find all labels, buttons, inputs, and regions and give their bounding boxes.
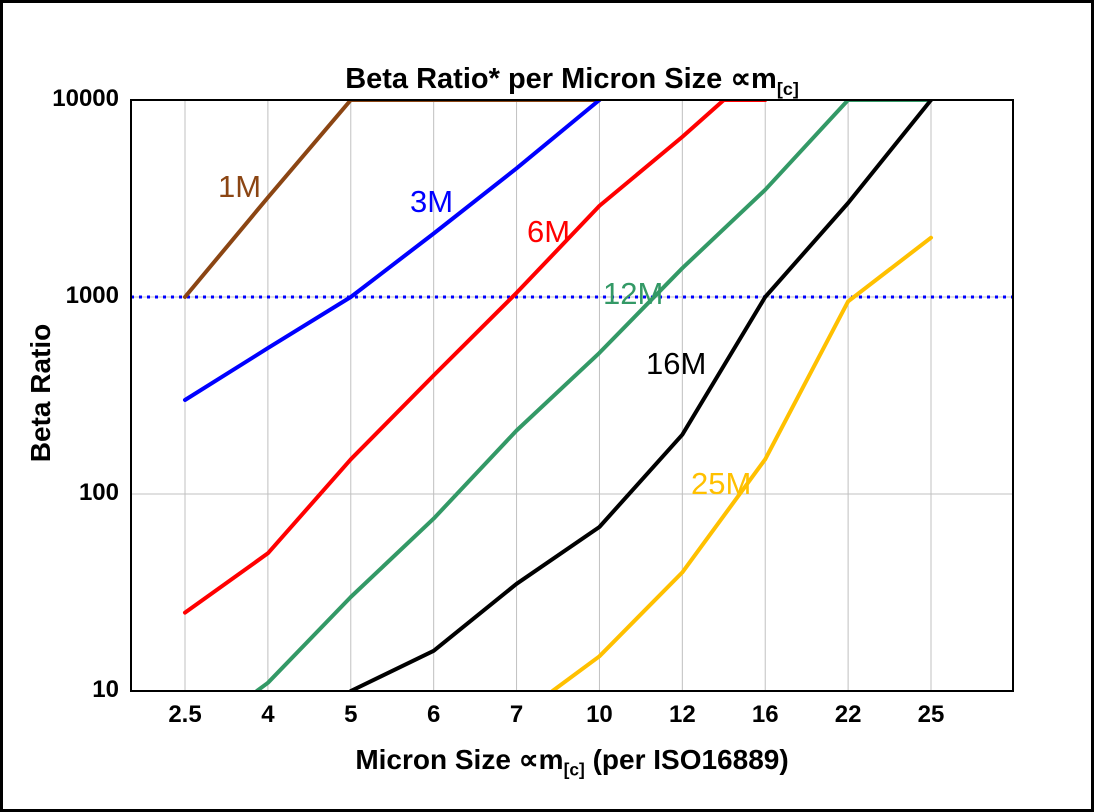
x-tick-label-25: 25 (917, 701, 945, 728)
series-line-6M (183, 100, 768, 615)
series-line-25M (550, 235, 933, 691)
y-tick-label-1000: 1000 (65, 282, 119, 309)
chart-title-subscript: [c] (776, 78, 799, 99)
x-tick-label-6: 6 (426, 701, 441, 728)
series-line-16M (348, 100, 933, 691)
x-tick-label-7: 7 (509, 701, 524, 728)
series-line-3M (183, 100, 602, 402)
chart-title-text: Beta Ratio* per Micron Size ∝m (345, 63, 777, 95)
y-tick-label-10000: 10000 (52, 85, 119, 112)
series-label-12M: 12M (603, 276, 664, 311)
x-tick-label-4: 4 (261, 701, 275, 728)
series-line-1M (183, 100, 602, 299)
plot-area (130, 99, 1014, 692)
series-label-16M: 16M (646, 346, 707, 381)
y-tick-label-10: 10 (92, 676, 119, 703)
x-tick-label-2.5: 2.5 (168, 701, 202, 728)
series-line-12M (254, 100, 933, 691)
x-axis-title-suffix: (per ISO16889) (584, 744, 789, 775)
chart-title: Beta Ratio* per Micron Size ∝m[c] (131, 61, 1013, 100)
y-tick-label-100: 100 (78, 479, 119, 506)
series-label-6M: 6M (527, 214, 571, 249)
x-tick-label-16: 16 (751, 701, 779, 728)
series-label-25M: 25M (691, 466, 752, 501)
x-axis-title: Micron Size ∝m[c] (per ISO16889) (131, 743, 1013, 781)
x-tick-label-10: 10 (586, 701, 613, 728)
x-axis-title-subscript: [c] (563, 759, 585, 780)
x-tick-label-22: 22 (834, 701, 862, 728)
series-label-3M: 3M (410, 184, 454, 219)
x-tick-label-5: 5 (344, 701, 358, 728)
x-axis-title-text: Micron Size ∝m (355, 744, 564, 775)
x-tick-label-12: 12 (668, 701, 696, 728)
series-label-1M: 1M (218, 169, 262, 204)
